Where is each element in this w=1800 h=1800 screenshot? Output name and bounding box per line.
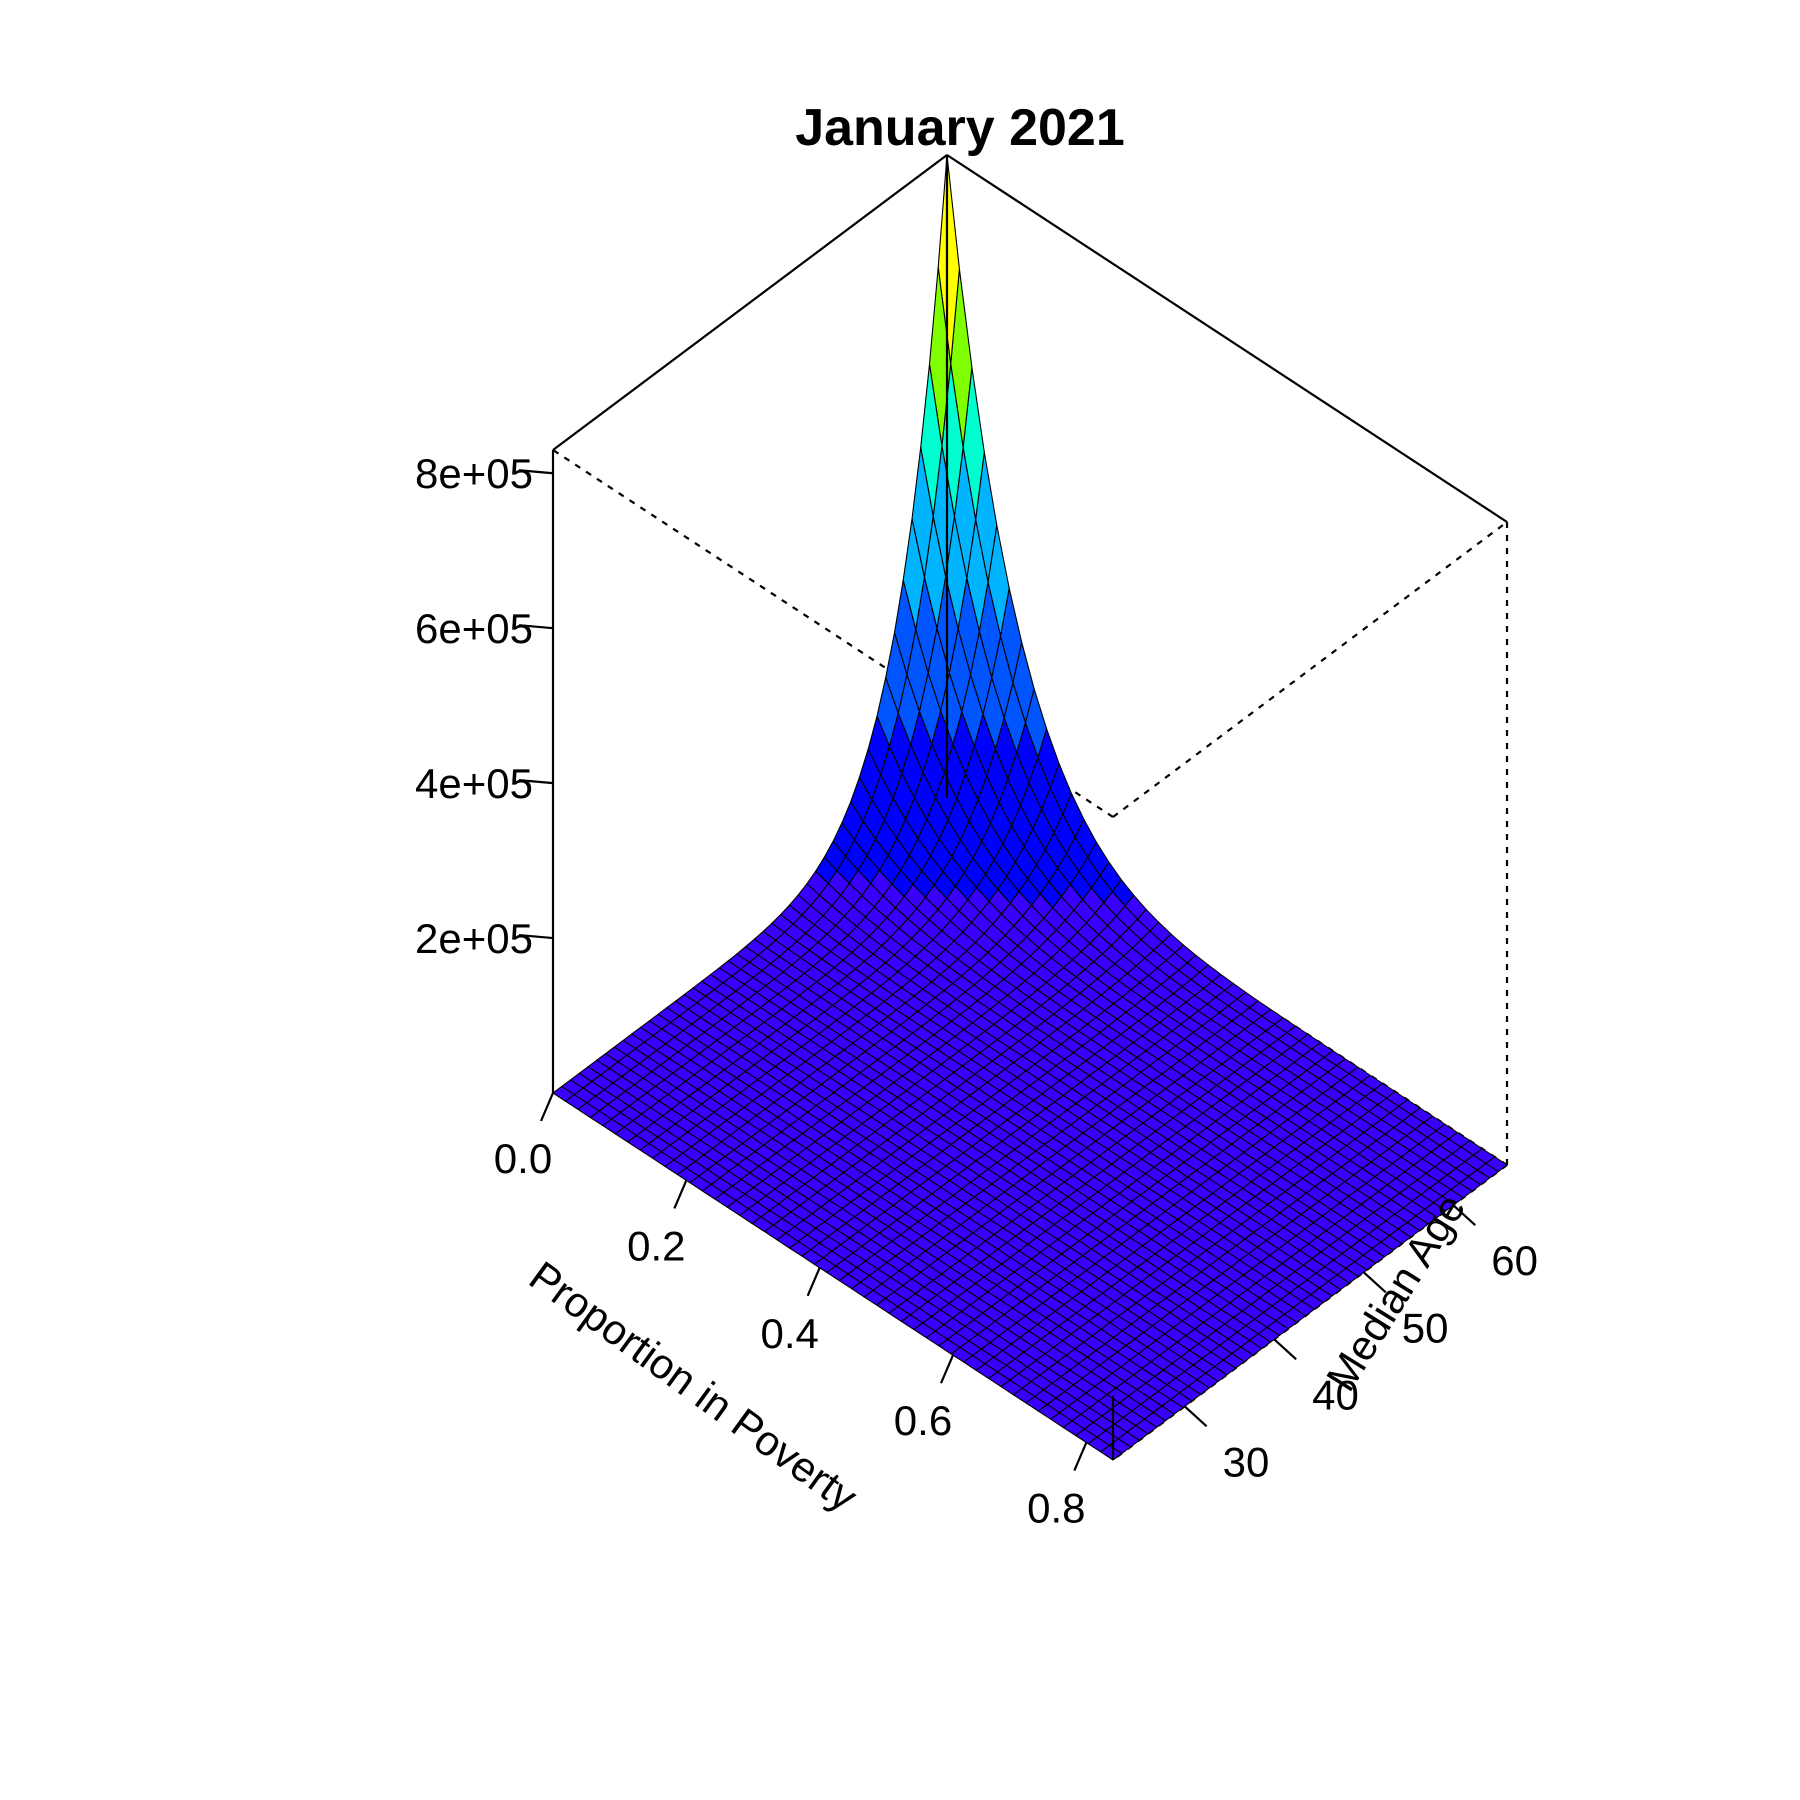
x-tick [939,1354,955,1384]
z-tick [518,624,554,630]
z-tick-label: 6e+05 [415,605,533,652]
x-tick [539,1092,555,1122]
x-tick-label: 0.0 [494,1135,552,1182]
x-tick-label: 0.4 [760,1310,818,1357]
x-tick-label: 0.2 [627,1222,685,1269]
x-tick-label: 0.6 [894,1397,952,1444]
z-tick [518,469,554,475]
z-tick-label: 8e+05 [415,450,533,497]
z-axis: 2e+05 4e+05 6e+05 8e+05 [415,450,554,962]
y-tick-label: 30 [1223,1438,1270,1485]
y-tick [1183,1405,1208,1428]
x-axis: 0.0 0.2 0.4 0.6 0.8 [494,1092,1088,1532]
surface-mesh [552,154,1508,1461]
y-tick [1273,1338,1297,1361]
y-tick-label: 50 [1402,1304,1449,1351]
y-axis: 30 40 50 60 [1183,1204,1538,1485]
y-tick-label: 40 [1312,1371,1359,1418]
z-tick-label: 2e+05 [415,915,533,962]
x-tick [673,1179,688,1209]
box-edge [552,154,948,451]
chart-title: January 2021 [795,99,1125,157]
y-tick [1452,1204,1477,1227]
x-tick-label: 0.8 [1027,1485,1085,1532]
box-front-edges [551,154,1115,1460]
x-axis-title: Proportion in Poverty [521,1252,866,1521]
x-tick [1073,1442,1088,1471]
z-tick [518,933,554,940]
x-tick [806,1267,821,1297]
y-tick-label: 60 [1491,1237,1538,1284]
y-tick [1362,1271,1387,1294]
box-edge [946,154,1508,523]
z-tick-label: 4e+05 [415,760,533,807]
z-tick [518,779,554,785]
box-edge-hidden [1112,521,1508,818]
surface-facet [552,1085,575,1102]
